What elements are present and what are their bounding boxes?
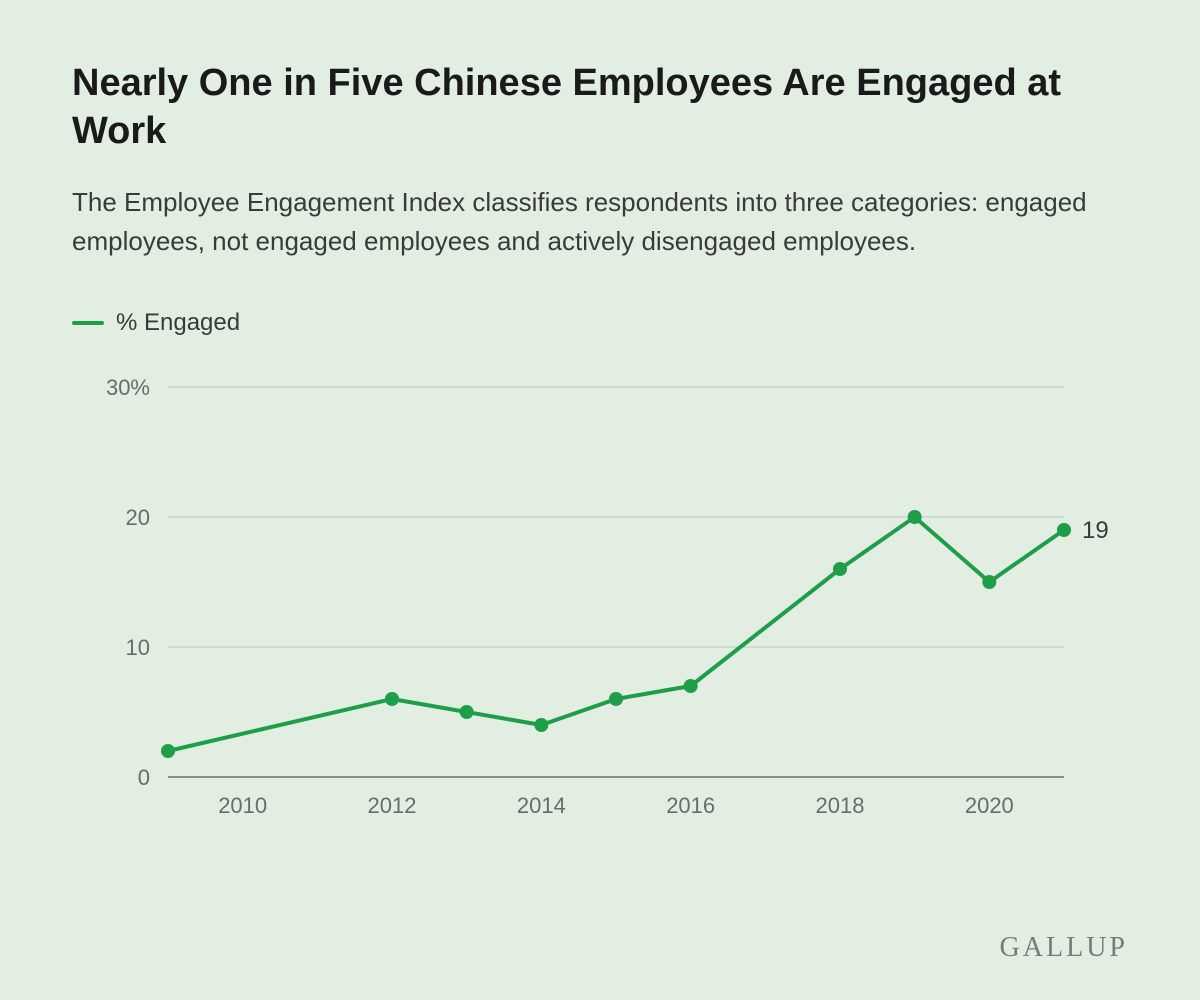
chart-svg: 0 10 20 30% 2010 2012 2014 2016 2018 2020 19 <box>72 377 1128 837</box>
chart-title: Nearly One in Five Chinese Employees Are… <box>72 60 1128 155</box>
svg-text:2016: 2016 <box>666 793 715 818</box>
legend-swatch <box>72 321 104 325</box>
svg-text:2012: 2012 <box>368 793 417 818</box>
svg-text:30%: 30% <box>106 377 150 400</box>
svg-text:20: 20 <box>126 505 150 530</box>
legend: % Engaged <box>72 309 1128 337</box>
svg-text:2010: 2010 <box>218 793 267 818</box>
svg-text:2018: 2018 <box>816 793 865 818</box>
svg-text:2014: 2014 <box>517 793 566 818</box>
svg-text:19: 19 <box>1082 517 1109 544</box>
chart-subtitle: The Employee Engagement Index classifies… <box>72 183 1128 261</box>
line-chart: 0 10 20 30% 2010 2012 2014 2016 2018 2020 19 <box>72 377 1128 842</box>
brand-wordmark: GALLUP <box>1000 932 1128 964</box>
svg-text:2020: 2020 <box>965 793 1014 818</box>
svg-text:0: 0 <box>138 765 150 790</box>
svg-text:10: 10 <box>126 635 150 660</box>
legend-label: % Engaged <box>116 309 240 337</box>
